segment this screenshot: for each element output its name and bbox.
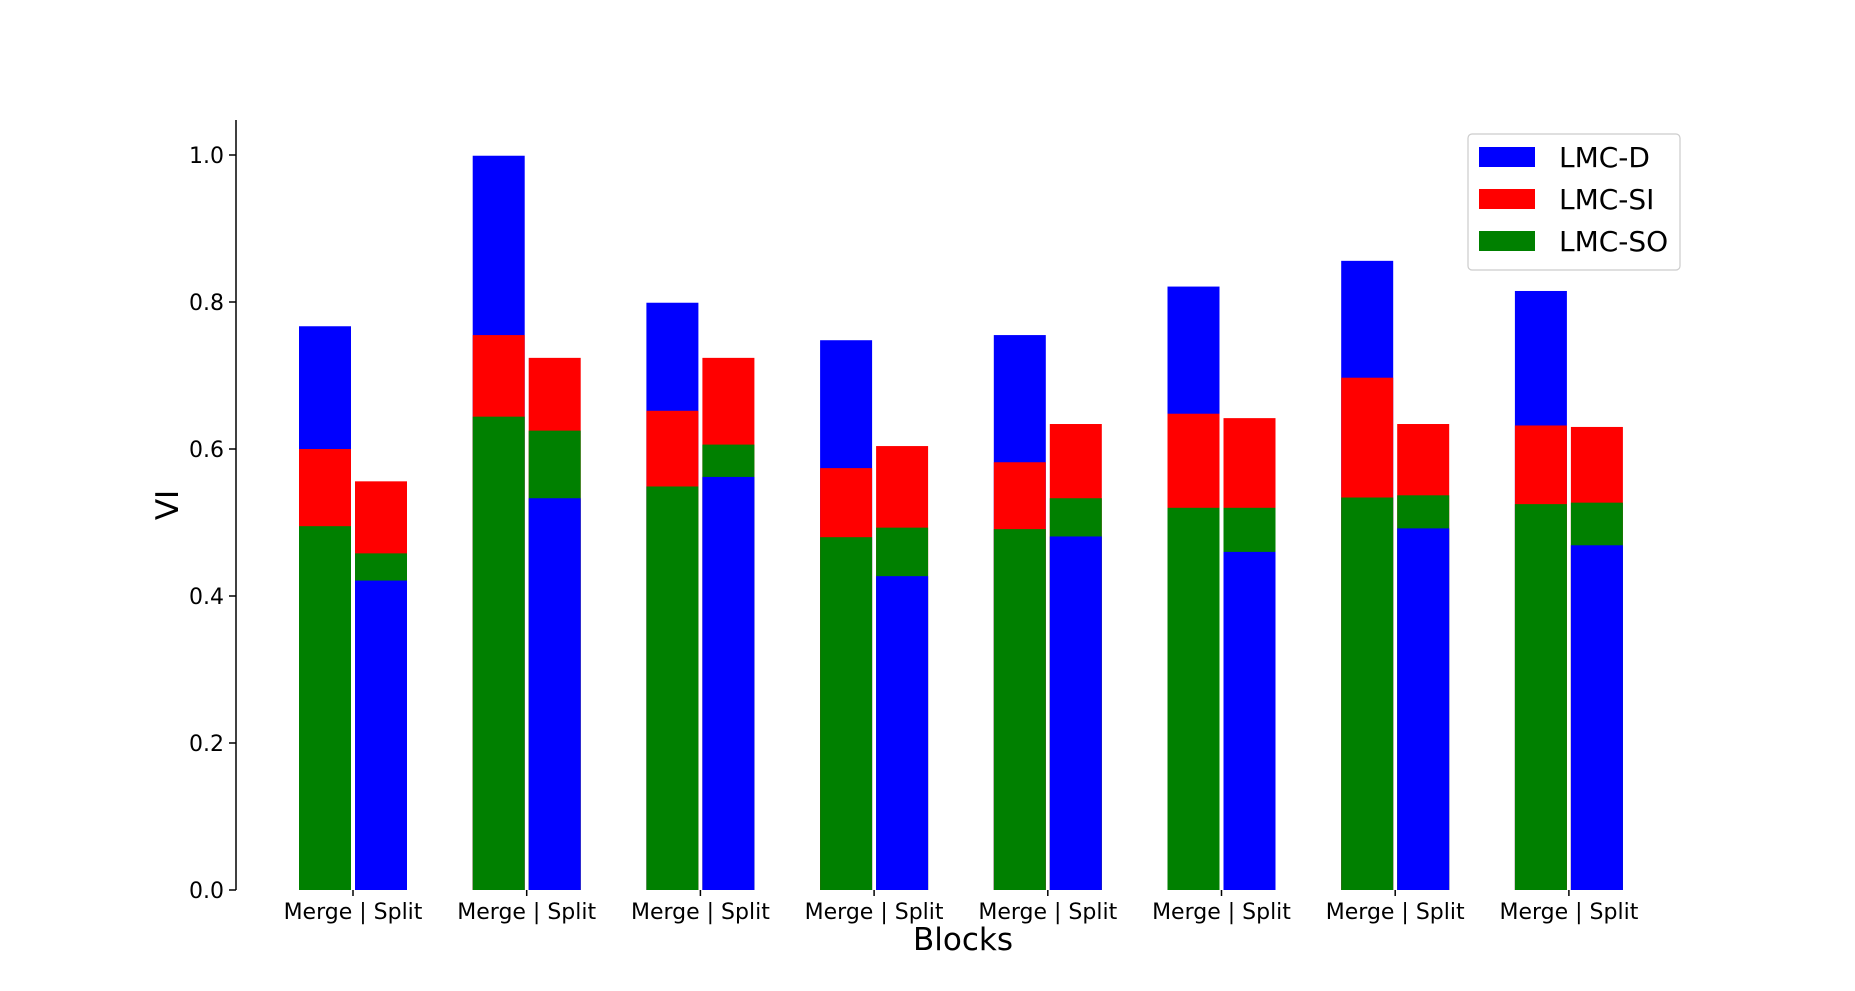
bar-merge-8-lmc-so [1514, 504, 1567, 890]
legend-swatch-lmc-so [1479, 231, 1535, 251]
legend-swatch-lmc-d [1479, 147, 1535, 167]
y-tick-label: 0.2 [189, 732, 224, 757]
y-tick-label: 0.0 [189, 879, 224, 904]
bar-merge-3-lmc-so [646, 486, 699, 890]
bar-split-5-lmc-d [1049, 536, 1102, 890]
bars-layer [299, 155, 1623, 891]
legend-label-lmc-d: LMC-D [1559, 141, 1650, 174]
bar-merge-6-lmc-so [1167, 507, 1220, 890]
bar-merge-4-lmc-so [820, 537, 873, 890]
bar-split-3-lmc-d [702, 476, 755, 890]
x-tick-label: Merge | Split [1152, 900, 1291, 925]
bar-split-2-lmc-d [528, 498, 581, 890]
y-tick-label: 1.0 [189, 144, 224, 169]
bar-split-6-lmc-d [1223, 551, 1276, 890]
x-tick-label: Merge | Split [1326, 900, 1465, 925]
x-tick-label: Merge | Split [1499, 900, 1638, 925]
bar-split-8-lmc-d [1570, 545, 1623, 890]
x-tick-label: Merge | Split [978, 900, 1117, 925]
y-tick-label: 0.8 [189, 291, 224, 316]
bar-merge-5-lmc-so [993, 529, 1046, 890]
y-tick-label: 0.6 [189, 438, 224, 463]
x-tick-label: Merge | Split [284, 900, 423, 925]
x-tick-label: Merge | Split [805, 900, 944, 925]
legend-swatch-lmc-si [1479, 189, 1535, 209]
legend: LMC-D LMC-SI LMC-SO [1467, 133, 1681, 271]
axes-layer: Merge | Split Merge | Split Merge | Split M… [189, 120, 1639, 925]
bar-merge-2-lmc-so [472, 416, 525, 890]
x-tick-label: Merge | Split [631, 900, 770, 925]
legend-label-lmc-so: LMC-SO [1559, 225, 1668, 258]
y-tick-label: 0.4 [189, 585, 224, 610]
y-axis-title: VI [150, 490, 186, 520]
bar-split-4-lmc-d [876, 576, 929, 890]
legend-label-lmc-si: LMC-SI [1559, 183, 1654, 216]
bar-merge-7-lmc-so [1341, 497, 1394, 890]
bar-split-1-lmc-d [355, 580, 407, 890]
x-axis-title: Blocks [913, 922, 1013, 958]
bar-split-7-lmc-d [1397, 528, 1450, 890]
x-tick-label: Merge | Split [457, 900, 596, 925]
bar-merge-1-lmc-so [299, 526, 351, 890]
